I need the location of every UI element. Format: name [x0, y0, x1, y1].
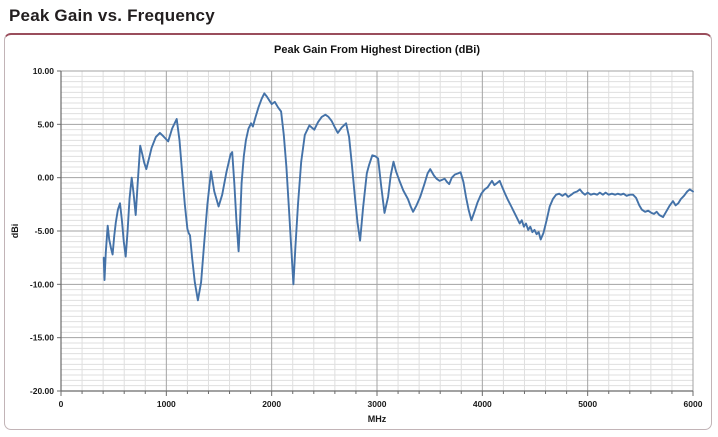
x-axis-title: MHz — [368, 414, 387, 424]
x-tick-label: 1000 — [157, 399, 176, 409]
y-tick-label: -15.00 — [30, 333, 54, 343]
y-tick-label: 0.00 — [37, 173, 54, 183]
x-tick-label: 6000 — [684, 399, 703, 409]
y-tick-label: 10.00 — [33, 66, 55, 76]
y-axis-title: dBi — [10, 224, 20, 239]
y-tick-label: 5.00 — [37, 119, 54, 129]
y-tick-label: -10.00 — [30, 279, 54, 289]
peak-gain-line — [102, 92, 694, 302]
chart-panel: Peak Gain From Highest Direction (dBi) 0… — [4, 33, 712, 430]
x-tick-label: 3000 — [368, 399, 387, 409]
x-tick-label: 4000 — [473, 399, 492, 409]
x-tick-label: 0 — [59, 399, 64, 409]
x-tick-label: 2000 — [262, 399, 281, 409]
chart-title: Peak Gain From Highest Direction (dBi) — [274, 44, 480, 56]
y-tick-label: -5.00 — [35, 226, 55, 236]
gain-vs-frequency-chart: 0 1000 2000 3000 4000 5000 6000 10.00 5.00 0.00 -5… — [10, 66, 703, 424]
y-tick-label: -20.00 — [30, 386, 54, 396]
x-tick-label: 5000 — [578, 399, 597, 409]
page-title: Peak Gain vs. Frequency — [9, 6, 215, 25]
